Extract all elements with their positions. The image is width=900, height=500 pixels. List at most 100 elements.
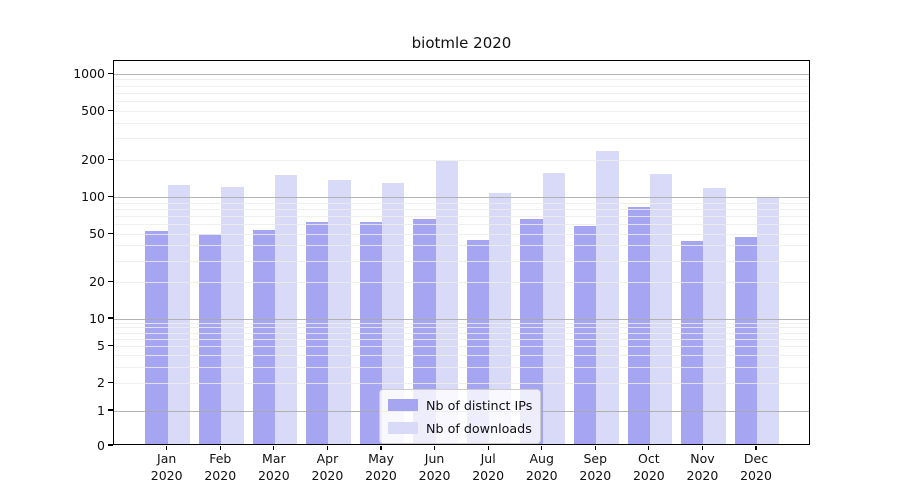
gridline-major (114, 73, 809, 75)
legend-item-distinct-ips: Nb of distinct IPs (388, 395, 532, 415)
gridline-minor (114, 160, 809, 162)
gridline-minor (114, 260, 809, 262)
y-tick-label: 20 (89, 273, 105, 289)
y-axis-tick (107, 158, 113, 161)
y-axis-tick (107, 232, 113, 234)
x-axis-tick (648, 445, 650, 451)
y-tick-label: 2 (97, 374, 105, 390)
gridline-major (114, 197, 809, 199)
x-axis-tick (594, 445, 596, 451)
y-tick-label: 100 (81, 189, 105, 205)
bar-downloads-aug (542, 172, 566, 444)
y-axis-tick (107, 381, 113, 383)
bar-downloads-nov (703, 188, 726, 444)
legend-swatch-downloads-icon (388, 422, 418, 434)
bar-downloads-mar (274, 174, 298, 444)
x-tick-label: Nov 2020 (686, 451, 719, 483)
y-axis-tick (107, 345, 113, 347)
x-axis-tick (755, 445, 757, 451)
gridline-minor (114, 224, 809, 226)
gridline-major (114, 318, 809, 320)
bar-distinct-ips-nov (681, 241, 704, 444)
gridline-minor (114, 366, 809, 368)
x-tick-label: Jan 2020 (150, 451, 183, 483)
x-axis-tick (541, 445, 543, 451)
gridline-minor (114, 332, 809, 334)
gridline-minor (114, 122, 809, 124)
legend-label-distinct-ips: Nb of distinct IPs (426, 397, 533, 413)
gridline-minor (114, 79, 809, 81)
legend-label-downloads: Nb of downloads (426, 420, 532, 436)
x-tick-label: Mar 2020 (257, 451, 290, 483)
x-tick-label: Aug 2020 (525, 451, 558, 483)
bar-downloads-may (381, 182, 405, 444)
gridline-minor (114, 245, 809, 247)
bar-downloads-sep (596, 151, 619, 444)
gridline-minor (114, 338, 809, 340)
y-tick-label: 200 (81, 152, 105, 168)
y-tick-label: 0 (97, 437, 105, 453)
bar-distinct-ips-sep (573, 226, 597, 444)
gridline-minor (114, 202, 809, 204)
bar-distinct-ips-jun (413, 219, 436, 444)
x-axis-tick (166, 445, 168, 451)
y-axis-tick (107, 317, 113, 319)
gridline-minor (114, 101, 809, 103)
y-axis-tick (107, 409, 113, 411)
bar-downloads-apr (328, 180, 351, 444)
x-tick-label: Jun 2020 (418, 451, 451, 483)
y-tick-label: 1000 (73, 65, 105, 81)
x-axis-tick (487, 445, 489, 451)
bar-downloads-jun (435, 160, 458, 444)
y-axis-tick (107, 280, 113, 283)
bar-distinct-ips-aug (520, 219, 543, 444)
gridline-minor (114, 346, 809, 348)
bar-downloads-dec (757, 196, 780, 444)
gridline-minor (114, 85, 809, 87)
x-axis-tick (326, 445, 328, 451)
gridline-minor (114, 322, 809, 324)
gridline-minor (114, 138, 809, 140)
y-axis-tick (107, 444, 113, 446)
x-tick-label: Oct 2020 (632, 451, 665, 483)
gridline-minor (114, 110, 809, 112)
plot-area (113, 59, 810, 445)
gridline-minor (114, 92, 809, 94)
y-axis-tick (107, 72, 113, 74)
y-tick-label: 1 (97, 402, 105, 418)
bar-distinct-ips-mar (252, 230, 275, 444)
gridline-minor (114, 233, 809, 235)
x-axis-tick (273, 445, 275, 451)
y-axis-tick (107, 109, 113, 112)
bar-downloads-jan (167, 184, 190, 444)
y-tick-label: 10 (89, 310, 105, 326)
y-tick-label: 50 (89, 225, 105, 241)
x-axis-tick (433, 445, 436, 451)
x-tick-label: Sep 2020 (579, 451, 612, 483)
gridline-minor (114, 281, 809, 283)
gridline-minor (114, 215, 809, 217)
gridline-minor (114, 355, 809, 357)
legend-item-downloads: Nb of downloads (388, 418, 532, 438)
legend: Nb of distinct IPs Nb of downloads (379, 389, 542, 444)
y-axis-tick (107, 196, 113, 198)
y-tick-label: 5 (97, 338, 105, 354)
bar-distinct-ips-oct (627, 207, 650, 444)
x-axis-tick (380, 445, 382, 451)
x-tick-label: Apr 2020 (311, 451, 344, 483)
bar-distinct-ips-dec (734, 236, 758, 444)
x-axis-tick (701, 445, 704, 451)
bar-distinct-ips-jan (145, 231, 168, 444)
legend-swatch-distinct-ips-icon (388, 399, 418, 411)
x-tick-label: May 2020 (365, 451, 397, 483)
x-axis-tick (219, 445, 221, 451)
x-tick-label: Jul 2020 (472, 451, 505, 483)
y-tick-label: 500 (81, 102, 105, 118)
bar-downloads-feb (221, 186, 244, 444)
gridline-minor (114, 208, 809, 210)
chart-title: biotmle 2020 (411, 34, 512, 52)
bar-downloads-oct (649, 173, 673, 444)
x-tick-label: Dec 2020 (740, 451, 772, 483)
gridline-minor (114, 382, 809, 384)
